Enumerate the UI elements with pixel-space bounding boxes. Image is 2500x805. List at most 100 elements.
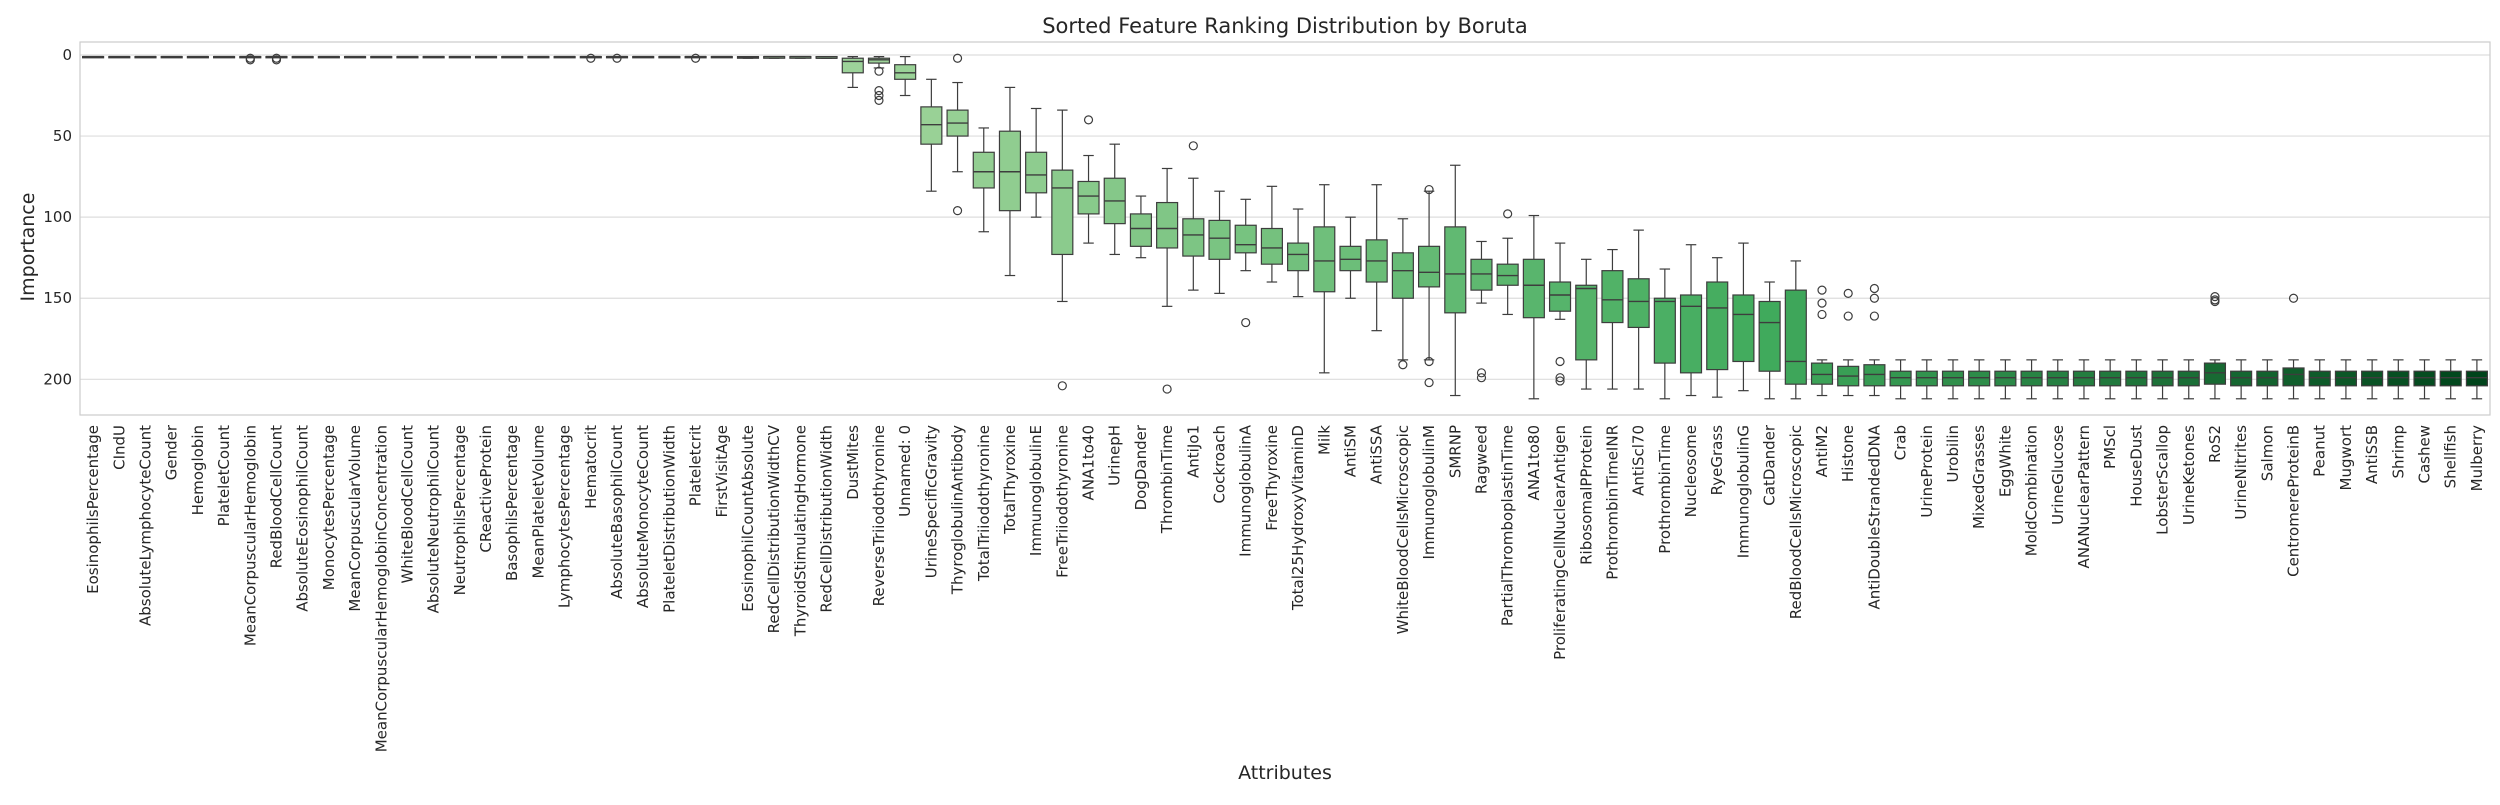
x-tick-label: EggWhite — [1996, 425, 2014, 497]
box-iqr — [1732, 294, 1755, 363]
y-tick-label: 0 — [62, 46, 72, 64]
box-50 — [1391, 218, 1414, 370]
outlier-point — [1424, 356, 1434, 367]
box-iqr — [1260, 227, 1283, 265]
x-tick-label: EosinophilsPercentage — [84, 425, 102, 594]
box-17 — [527, 55, 550, 59]
box-24 — [710, 55, 733, 59]
box-91 — [2465, 359, 2488, 400]
box-iqr — [1470, 258, 1493, 291]
x-tick-label: ImmunoglobulinM — [1420, 425, 1438, 560]
x-tick-label: MonocytesPercentage — [320, 425, 338, 590]
x-tick-label: AntiScl70 — [1630, 425, 1648, 496]
outlier-point — [874, 86, 884, 96]
box-iqr — [1706, 281, 1729, 371]
box-74 — [2020, 359, 2043, 400]
box-87 — [2361, 359, 2384, 400]
box-iqr — [1417, 245, 1441, 288]
x-tick-label: AntiSM — [1341, 425, 1359, 477]
box-70 — [1915, 359, 1938, 400]
x-tick-label: CatDander — [1761, 424, 1779, 506]
box-iqr — [2308, 370, 2331, 387]
box-4 — [186, 55, 209, 59]
x-tick-label: LymphocytesPercentage — [556, 425, 574, 608]
box-81 — [2203, 292, 2227, 400]
x-tick-label: CIndU — [110, 425, 128, 470]
box-iqr — [2439, 370, 2462, 387]
x-tick-label: Nucleosome — [1682, 425, 1700, 517]
box-iqr — [2072, 370, 2096, 387]
x-tick-label: DustMites — [844, 425, 862, 500]
box-iqr — [1758, 300, 1781, 372]
box-38 — [1077, 115, 1100, 244]
box-iqr — [1810, 362, 1834, 385]
box-iqr — [2361, 370, 2384, 387]
x-tick-label: Cashew — [2416, 425, 2434, 483]
x-tick-label: ReverseTriiodothyronine — [870, 425, 888, 606]
x-tick-label: Mugwort — [2337, 425, 2355, 491]
box-21 — [632, 55, 655, 59]
outlier-point — [874, 66, 884, 76]
box-59 — [1627, 229, 1650, 390]
x-tick-label: Peanut — [2311, 425, 2329, 477]
box-20 — [605, 53, 629, 63]
x-tick-label: UrineNitrites — [2232, 425, 2250, 520]
outlier-point — [1424, 377, 1434, 388]
box-2 — [134, 55, 157, 59]
box-iqr — [2046, 370, 2069, 387]
boxes — [82, 53, 2488, 400]
x-tick-label: PlateletDistributionWidth — [660, 425, 678, 613]
x-tick-label: NeutrophilsPercentage — [451, 425, 469, 595]
box-72 — [1968, 359, 1991, 400]
box-67 — [1837, 288, 1860, 397]
gridlines — [80, 54, 2490, 380]
box-23 — [684, 53, 707, 63]
x-tick-label: TotalTriiodothyronine — [975, 425, 993, 582]
x-tick-labels: EosinophilsPercentage CIndU AbsoluteLympho… — [84, 424, 2486, 752]
box-iqr — [2151, 370, 2174, 387]
x-tick-label: ProthrombinTime — [1656, 425, 1674, 554]
box-5 — [212, 55, 236, 59]
box-iqr — [920, 106, 943, 145]
outlier-point — [1476, 368, 1487, 378]
outlier-point — [1843, 311, 1853, 321]
y-tick-label: 150 — [43, 289, 72, 307]
box-6 — [239, 53, 262, 65]
box-iqr — [894, 64, 917, 80]
box-29 — [841, 55, 864, 89]
outlier-point — [1476, 373, 1487, 383]
box-42 — [1182, 141, 1205, 291]
box-89 — [2413, 359, 2436, 400]
outlier-point — [1817, 309, 1827, 320]
x-tick-label: PMScl — [2101, 425, 2119, 469]
box-iqr — [1601, 270, 1624, 324]
x-tick-label: PlateletCount — [215, 425, 233, 526]
x-tick-label: UrinepH — [1106, 425, 1124, 486]
x-tick-label: ANA1to80 — [1525, 425, 1543, 500]
box-iqr — [1679, 294, 1703, 374]
y-tick-label: 50 — [53, 127, 72, 145]
x-tick-label: Gender — [163, 424, 181, 480]
x-tick-label: MoldCombination — [2023, 425, 2041, 556]
outlier-point — [1057, 381, 1067, 391]
x-tick-label: ANA1to40 — [1080, 425, 1098, 500]
box-iqr — [1968, 370, 1991, 387]
box-8 — [291, 55, 314, 59]
box-54 — [1496, 209, 1519, 316]
x-tick-label: AntiSSA — [1368, 424, 1386, 484]
x-tick-label: ImmunoglobulinE — [1027, 425, 1045, 556]
box-80 — [2177, 359, 2200, 400]
x-tick-label: FreeTriiodothyronine — [1053, 425, 1071, 578]
chart-title: Sorted Feature Ranking Distribution by B… — [1042, 14, 1528, 38]
box-45 — [1260, 185, 1283, 283]
outlier-point — [1162, 384, 1172, 394]
box-34 — [972, 127, 995, 233]
x-tick-label: Shrimp — [2389, 425, 2407, 479]
outlier-point — [1424, 184, 1434, 195]
x-tick-label: Salmon — [2258, 425, 2276, 481]
box-12 — [396, 55, 419, 59]
outlier-point — [586, 53, 596, 63]
x-tick-label: RedBloodCellCount — [267, 425, 285, 569]
box-78 — [2125, 359, 2148, 400]
box-iqr — [998, 130, 1022, 212]
